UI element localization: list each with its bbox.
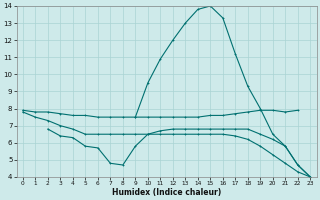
X-axis label: Humidex (Indice chaleur): Humidex (Indice chaleur) [112,188,221,197]
